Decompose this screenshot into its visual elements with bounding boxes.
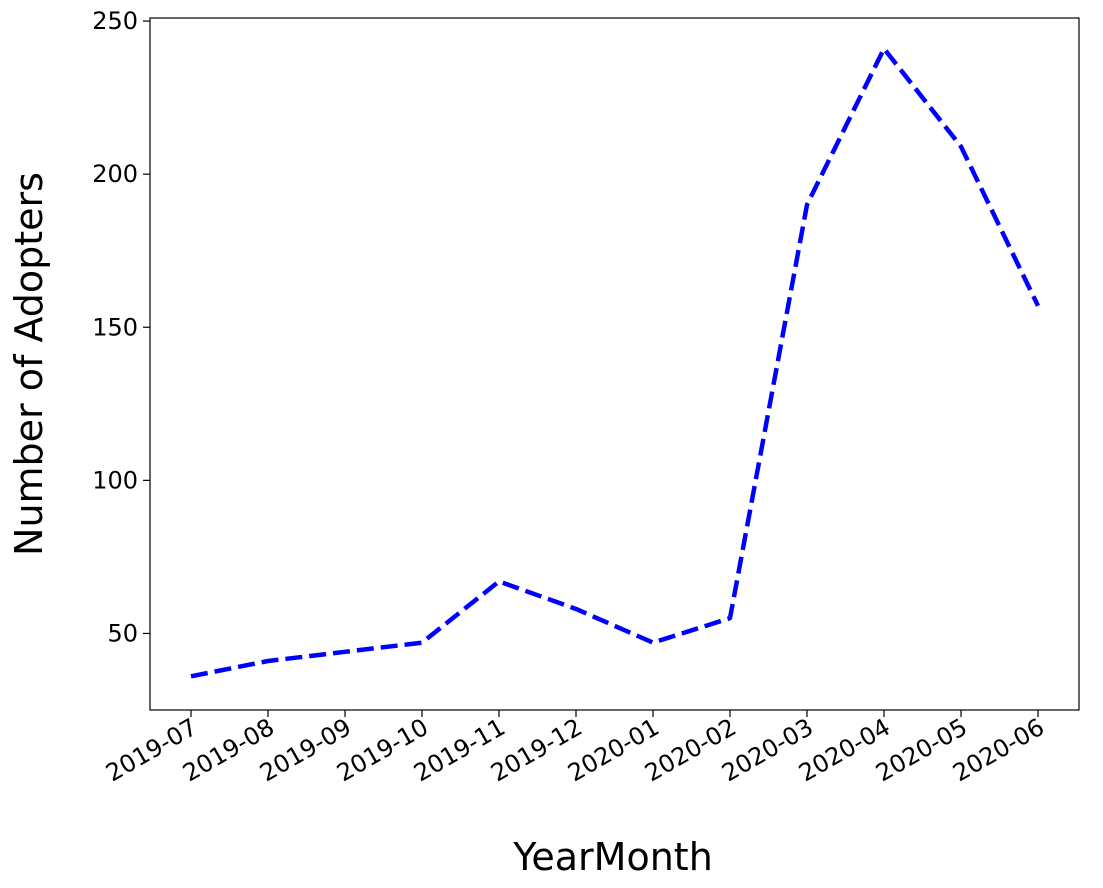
plot-area-frame	[149, 17, 1080, 711]
series-line	[190, 46, 1041, 679]
y-axis: 50 100 150 200 250	[92, 7, 150, 647]
y-tick-label: 250	[92, 7, 138, 35]
x-axis: 2019-072019-082019-092019-102019-112019-…	[101, 710, 1049, 787]
x-axis-title: YearMonth	[512, 835, 713, 879]
y-tick-label: 50	[107, 619, 138, 647]
y-axis-title: Number of Adopters	[7, 172, 51, 556]
y-tick-label: 150	[92, 313, 138, 341]
y-tick-label: 100	[92, 466, 138, 494]
series-layer	[190, 46, 1041, 679]
y-tick-label: 200	[92, 160, 138, 188]
